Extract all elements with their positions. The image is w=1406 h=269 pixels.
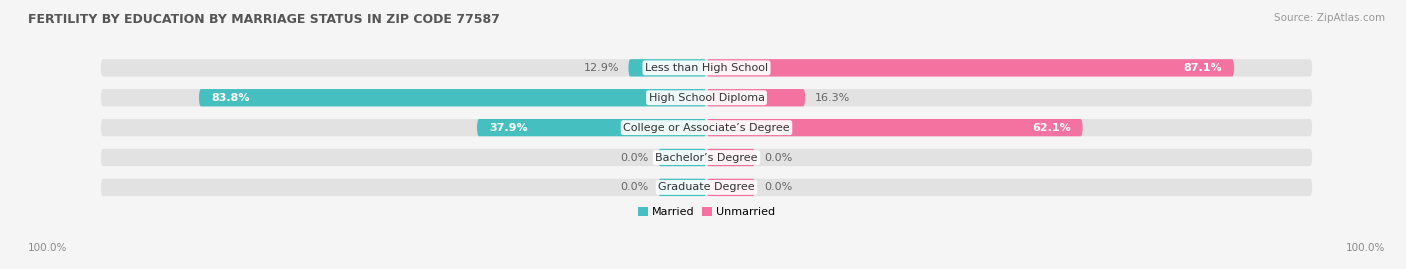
FancyBboxPatch shape [658, 149, 707, 166]
FancyBboxPatch shape [707, 179, 755, 196]
Text: 87.1%: 87.1% [1184, 63, 1222, 73]
FancyBboxPatch shape [477, 119, 707, 136]
Text: 16.3%: 16.3% [814, 93, 849, 103]
FancyBboxPatch shape [658, 179, 707, 196]
Text: Graduate Degree: Graduate Degree [658, 182, 755, 192]
FancyBboxPatch shape [101, 119, 1312, 136]
Legend: Married, Unmarried: Married, Unmarried [638, 207, 775, 217]
FancyBboxPatch shape [707, 149, 755, 166]
Text: 12.9%: 12.9% [583, 63, 619, 73]
Text: 62.1%: 62.1% [1032, 123, 1070, 133]
FancyBboxPatch shape [707, 59, 1234, 76]
FancyBboxPatch shape [101, 149, 1312, 166]
Text: 37.9%: 37.9% [489, 123, 527, 133]
FancyBboxPatch shape [707, 89, 806, 107]
Text: 0.0%: 0.0% [763, 153, 793, 162]
FancyBboxPatch shape [101, 179, 1312, 196]
FancyBboxPatch shape [198, 89, 707, 107]
FancyBboxPatch shape [628, 59, 707, 76]
Text: 83.8%: 83.8% [211, 93, 249, 103]
Text: 0.0%: 0.0% [763, 182, 793, 192]
Text: High School Diploma: High School Diploma [648, 93, 765, 103]
Text: 0.0%: 0.0% [620, 182, 650, 192]
Text: Less than High School: Less than High School [645, 63, 768, 73]
FancyBboxPatch shape [101, 59, 1312, 76]
Text: Source: ZipAtlas.com: Source: ZipAtlas.com [1274, 13, 1385, 23]
FancyBboxPatch shape [707, 119, 1083, 136]
Text: 0.0%: 0.0% [620, 153, 650, 162]
Text: 100.0%: 100.0% [1346, 243, 1385, 253]
Text: College or Associate’s Degree: College or Associate’s Degree [623, 123, 790, 133]
Text: 100.0%: 100.0% [28, 243, 67, 253]
FancyBboxPatch shape [101, 89, 1312, 107]
Text: Bachelor’s Degree: Bachelor’s Degree [655, 153, 758, 162]
Text: FERTILITY BY EDUCATION BY MARRIAGE STATUS IN ZIP CODE 77587: FERTILITY BY EDUCATION BY MARRIAGE STATU… [28, 13, 501, 26]
